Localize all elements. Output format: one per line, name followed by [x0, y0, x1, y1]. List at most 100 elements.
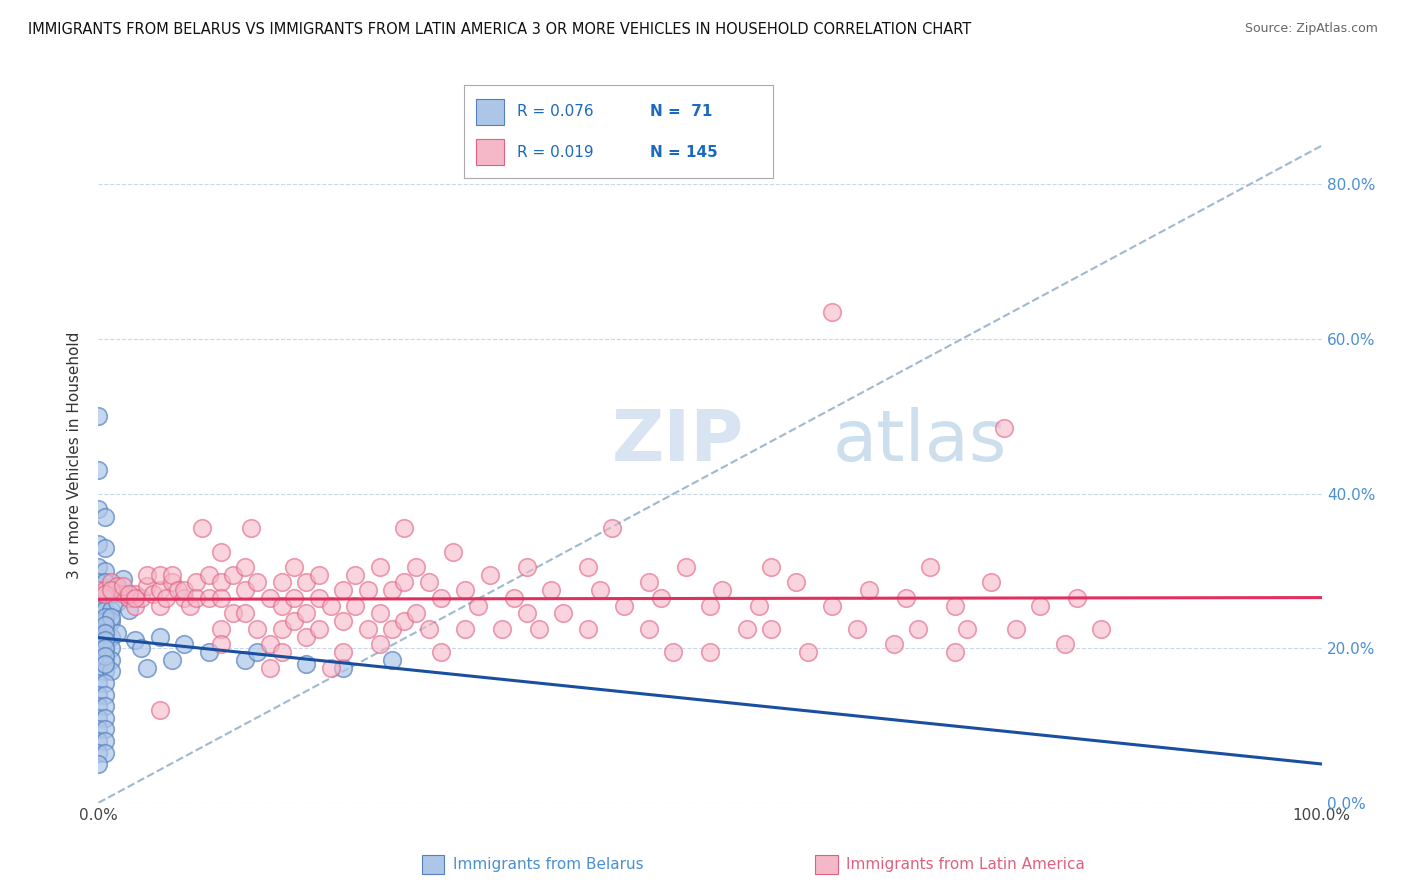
- Point: [761, 622, 783, 636]
- Point: [197, 645, 219, 659]
- Point: [149, 599, 172, 613]
- Point: [100, 575, 122, 590]
- Point: [467, 599, 489, 613]
- Point: [540, 583, 562, 598]
- Point: [381, 583, 404, 598]
- Point: [118, 602, 141, 616]
- Point: [93, 711, 115, 725]
- Point: [308, 567, 330, 582]
- Point: [93, 665, 115, 679]
- Point: [100, 630, 122, 644]
- Point: [186, 591, 208, 605]
- Point: [662, 645, 685, 659]
- Point: [93, 699, 115, 714]
- Point: [283, 614, 305, 628]
- Point: [100, 641, 122, 656]
- Text: Immigrants from Latin America: Immigrants from Latin America: [846, 857, 1085, 871]
- Y-axis label: 3 or more Vehicles in Household: 3 or more Vehicles in Household: [66, 331, 82, 579]
- Point: [1053, 637, 1076, 651]
- Point: [1066, 591, 1088, 605]
- Point: [821, 305, 844, 319]
- Point: [173, 591, 195, 605]
- Point: [527, 622, 550, 636]
- Point: [111, 572, 134, 586]
- Point: [93, 610, 115, 624]
- Point: [246, 645, 269, 659]
- Point: [87, 575, 110, 590]
- Point: [233, 560, 256, 574]
- Point: [124, 599, 146, 613]
- Point: [761, 560, 783, 574]
- Text: atlas: atlas: [832, 407, 1007, 475]
- Point: [368, 637, 391, 651]
- Point: [87, 665, 110, 679]
- Point: [93, 746, 115, 760]
- Point: [160, 575, 183, 590]
- Point: [418, 575, 440, 590]
- Point: [332, 614, 354, 628]
- Point: [283, 560, 305, 574]
- Point: [87, 502, 110, 516]
- Point: [319, 660, 342, 674]
- Point: [1004, 622, 1026, 636]
- Point: [87, 688, 110, 702]
- Bar: [477, 139, 505, 165]
- Point: [638, 575, 661, 590]
- Point: [344, 599, 367, 613]
- Point: [93, 602, 115, 616]
- Point: [100, 583, 122, 598]
- Point: [821, 599, 844, 613]
- Point: [240, 521, 263, 535]
- Point: [209, 591, 232, 605]
- Point: [124, 587, 146, 601]
- Point: [381, 653, 404, 667]
- Point: [845, 622, 868, 636]
- Point: [93, 625, 115, 640]
- Point: [87, 463, 110, 477]
- Point: [209, 544, 232, 558]
- Point: [553, 607, 575, 621]
- Point: [1029, 599, 1052, 613]
- Bar: [422, 855, 444, 874]
- Point: [87, 757, 110, 772]
- Text: N =  71: N = 71: [650, 104, 711, 120]
- Point: [270, 645, 294, 659]
- Point: [515, 607, 537, 621]
- Point: [295, 630, 318, 644]
- Point: [332, 660, 354, 674]
- Point: [332, 583, 354, 598]
- Point: [270, 575, 294, 590]
- Point: [100, 610, 122, 624]
- Point: [441, 544, 464, 558]
- Point: [105, 579, 128, 593]
- Point: [515, 560, 537, 574]
- Point: [93, 509, 115, 524]
- Point: [503, 591, 526, 605]
- Point: [308, 591, 330, 605]
- Point: [308, 622, 330, 636]
- Point: [209, 575, 232, 590]
- Point: [173, 637, 195, 651]
- Point: [93, 564, 115, 578]
- Text: Source: ZipAtlas.com: Source: ZipAtlas.com: [1244, 22, 1378, 36]
- Point: [209, 622, 232, 636]
- Point: [100, 602, 122, 616]
- Point: [344, 567, 367, 582]
- Point: [956, 622, 979, 636]
- Point: [197, 591, 219, 605]
- Point: [259, 591, 281, 605]
- Point: [259, 637, 281, 651]
- Point: [405, 560, 427, 574]
- Point: [93, 583, 115, 598]
- Point: [576, 622, 599, 636]
- Point: [430, 591, 453, 605]
- Point: [270, 622, 294, 636]
- Point: [149, 567, 172, 582]
- Point: [613, 599, 636, 613]
- Point: [699, 645, 721, 659]
- Point: [186, 575, 208, 590]
- Point: [93, 648, 115, 663]
- Point: [233, 653, 256, 667]
- Point: [589, 583, 612, 598]
- Text: Immigrants from Belarus: Immigrants from Belarus: [453, 857, 644, 871]
